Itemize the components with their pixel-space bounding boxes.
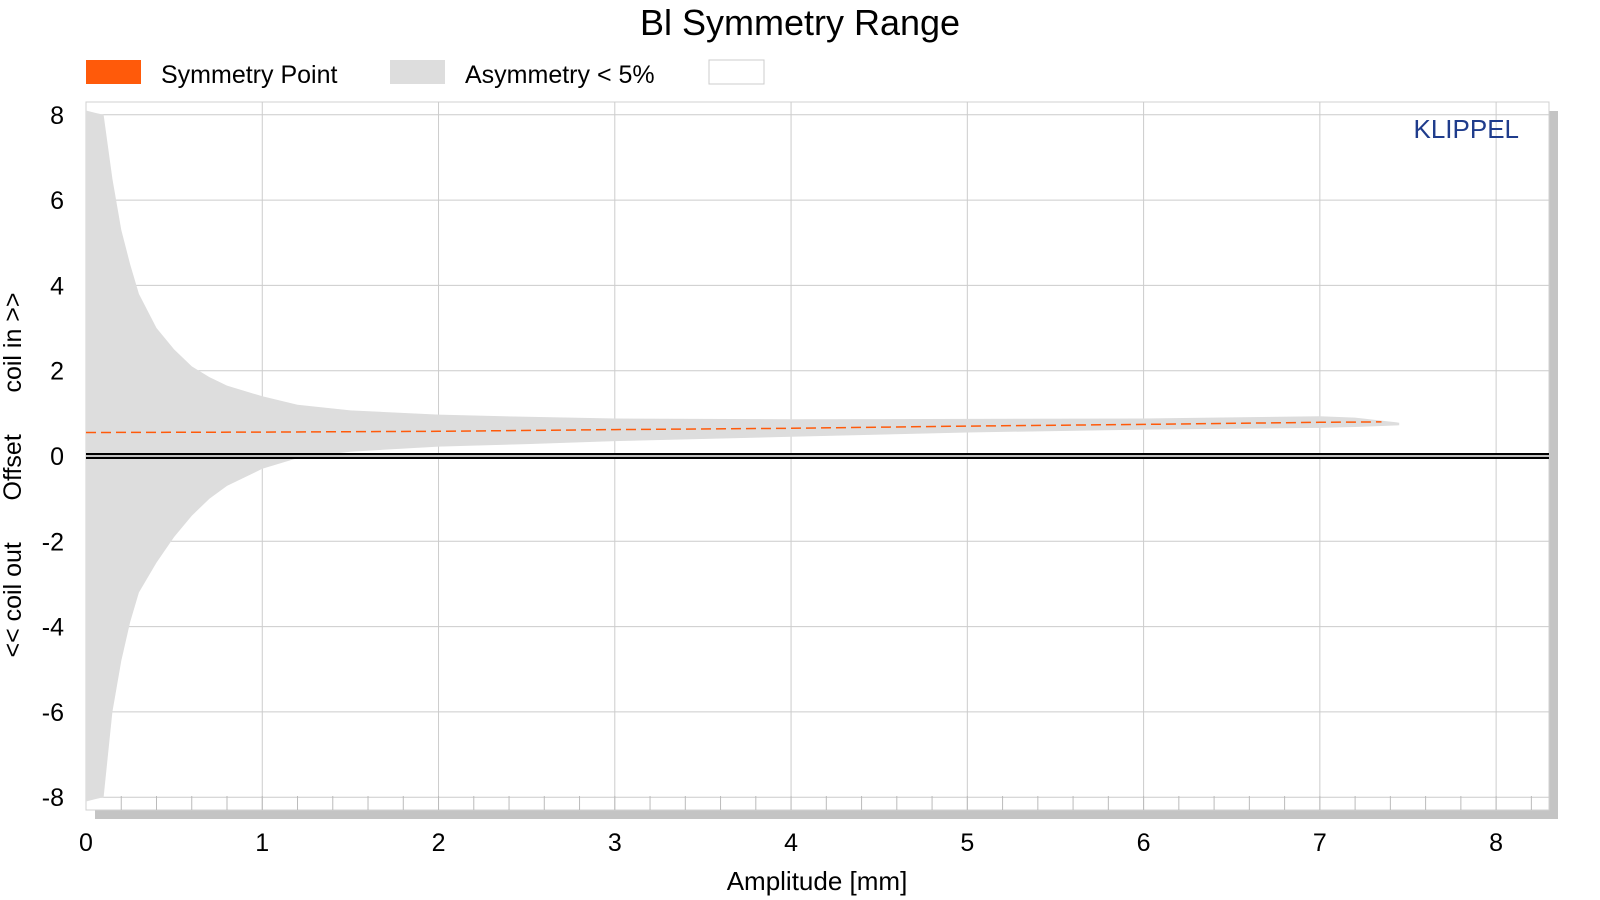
- y-tick-label: -8: [42, 784, 64, 812]
- y-tick-label: 8: [50, 102, 64, 130]
- y-tick-label: -2: [42, 528, 64, 556]
- x-tick-label: 8: [1489, 829, 1503, 857]
- y-axis-ticks: -8 -6 -4 -2 0 2 4 6 8: [42, 102, 64, 812]
- legend-label-symmetry-point: Symmetry Point: [161, 61, 337, 89]
- symmetry-point-line: [85, 421, 1382, 434]
- x-tick-label: 7: [1313, 829, 1327, 857]
- x-tick-label: 0: [79, 829, 93, 857]
- legend: Symmetry Point Asymmetry < 5%: [86, 59, 765, 89]
- x-tick-label: 4: [784, 829, 798, 857]
- y-tick-label: -6: [42, 699, 64, 727]
- x-tick-label: 1: [255, 829, 269, 857]
- legend-swatch-empty: [708, 59, 765, 85]
- x-tick-label: 5: [960, 829, 974, 857]
- chart-title: Bl Symmetry Range: [640, 2, 960, 43]
- symmetry-point-layer: [85, 421, 1382, 434]
- legend-swatch-symmetry-point: [86, 60, 141, 84]
- x-axis-ticks: 0 1 2 3 4 5 6 7 8: [79, 829, 1503, 857]
- x-tick-label: 3: [608, 829, 622, 857]
- legend-swatch-asymmetry: [390, 60, 445, 84]
- klippel-logo: KLIPPEL: [1413, 114, 1519, 144]
- x-tick-label: 2: [432, 829, 446, 857]
- y-axis-label: << coil out Offset coil in >>: [0, 292, 27, 657]
- y-tick-label: 6: [50, 187, 64, 215]
- x-tick-label: 6: [1137, 829, 1151, 857]
- legend-label-asymmetry: Asymmetry < 5%: [465, 61, 655, 89]
- y-tick-label: 4: [50, 272, 64, 300]
- y-tick-label: 0: [50, 443, 64, 471]
- y-tick-label: 2: [50, 358, 64, 386]
- x-axis-label: Amplitude [mm]: [727, 866, 908, 896]
- y-tick-label: -4: [42, 614, 64, 642]
